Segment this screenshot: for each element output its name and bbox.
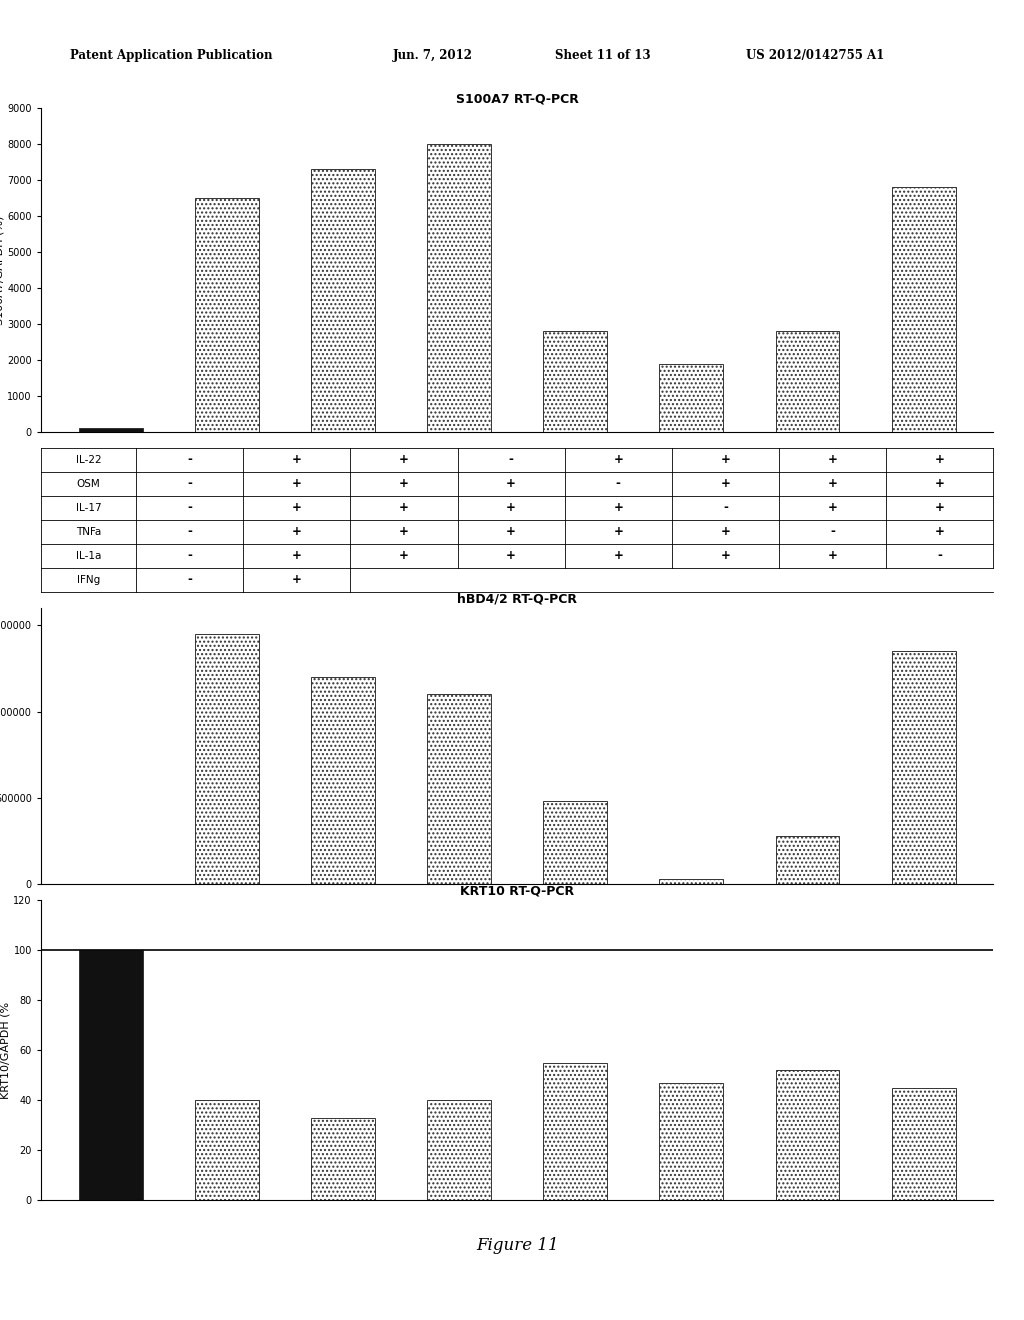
Title: KRT10 RT-Q-PCR: KRT10 RT-Q-PCR (460, 884, 574, 898)
Bar (311, 1118, 375, 1200)
Text: -: - (187, 454, 193, 466)
Title: S100A7 RT-Q-PCR: S100A7 RT-Q-PCR (456, 92, 579, 106)
Bar (427, 144, 490, 432)
Bar (544, 801, 607, 884)
Bar (427, 1100, 490, 1200)
Text: +: + (935, 478, 945, 491)
Text: +: + (613, 502, 624, 515)
Text: -: - (615, 478, 621, 491)
Text: +: + (292, 454, 302, 466)
Y-axis label: KRT10/GAPDH (%: KRT10/GAPDH (% (1, 1002, 10, 1098)
Text: +: + (292, 573, 302, 586)
Bar (892, 187, 955, 432)
Text: US 2012/0142755 A1: US 2012/0142755 A1 (745, 49, 884, 62)
Bar (79, 428, 142, 432)
Text: -: - (187, 478, 193, 491)
Text: IL-17: IL-17 (76, 503, 101, 513)
Text: +: + (399, 502, 409, 515)
Text: +: + (827, 549, 838, 562)
Text: +: + (721, 525, 730, 539)
Text: -: - (830, 525, 835, 539)
Bar (892, 1088, 955, 1200)
Text: +: + (399, 549, 409, 562)
Text: Sheet 11 of 13: Sheet 11 of 13 (555, 49, 651, 62)
Bar (544, 331, 607, 432)
Text: Figure 11: Figure 11 (476, 1237, 558, 1254)
Text: +: + (292, 525, 302, 539)
Text: +: + (827, 478, 838, 491)
Bar (659, 1082, 723, 1200)
Text: -: - (509, 454, 514, 466)
Bar (659, 879, 723, 884)
Text: +: + (506, 478, 516, 491)
Bar (195, 198, 259, 432)
Text: +: + (292, 478, 302, 491)
Text: +: + (613, 454, 624, 466)
Text: -: - (187, 573, 193, 586)
Text: +: + (935, 454, 945, 466)
Bar (775, 1071, 840, 1200)
Text: +: + (506, 525, 516, 539)
Text: +: + (721, 454, 730, 466)
Text: +: + (935, 525, 945, 539)
Text: +: + (506, 549, 516, 562)
Text: +: + (613, 525, 624, 539)
Text: +: + (827, 502, 838, 515)
Text: IL-1a: IL-1a (76, 550, 101, 561)
Text: -: - (187, 502, 193, 515)
Text: IFNg: IFNg (77, 576, 100, 585)
Text: IL-22: IL-22 (76, 455, 101, 465)
Bar (544, 1063, 607, 1200)
Bar (195, 634, 259, 884)
Bar (659, 363, 723, 432)
Text: +: + (935, 502, 945, 515)
Bar (892, 651, 955, 884)
Bar (427, 694, 490, 884)
Bar (311, 677, 375, 884)
Text: +: + (721, 549, 730, 562)
Text: +: + (399, 454, 409, 466)
Text: +: + (292, 502, 302, 515)
Text: OSM: OSM (77, 479, 100, 488)
Bar (79, 950, 142, 1200)
Text: -: - (723, 502, 728, 515)
Title: hBD4/2 RT-Q-PCR: hBD4/2 RT-Q-PCR (457, 593, 578, 606)
Bar (775, 836, 840, 884)
Text: TNFa: TNFa (76, 527, 101, 537)
Text: -: - (187, 549, 193, 562)
Bar (311, 169, 375, 432)
Text: -: - (937, 549, 942, 562)
Text: Jun. 7, 2012: Jun. 7, 2012 (393, 49, 473, 62)
Text: +: + (292, 549, 302, 562)
Text: Patent Application Publication: Patent Application Publication (70, 49, 272, 62)
Text: +: + (399, 478, 409, 491)
Bar (195, 1100, 259, 1200)
Text: +: + (506, 502, 516, 515)
Text: +: + (721, 478, 730, 491)
Bar (775, 331, 840, 432)
Y-axis label: S100A7/GAPDH (%): S100A7/GAPDH (%) (0, 215, 4, 325)
Text: -: - (187, 525, 193, 539)
Text: +: + (827, 454, 838, 466)
Text: +: + (613, 549, 624, 562)
Text: +: + (399, 525, 409, 539)
